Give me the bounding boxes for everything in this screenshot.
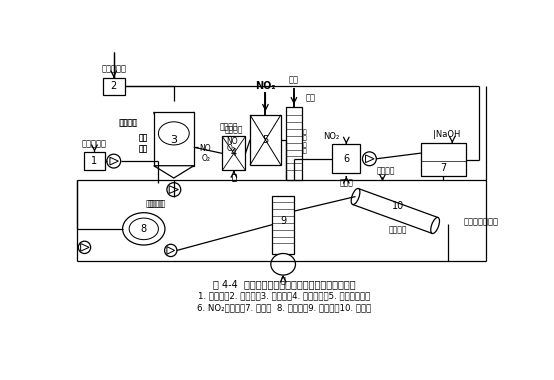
Text: 蒸汽: 蒸汽 (289, 75, 299, 84)
Bar (85, 152, 105, 170)
Bar (154, 112, 194, 166)
Text: 固体硫化钠: 固体硫化钠 (82, 140, 107, 149)
Text: 1: 1 (91, 156, 98, 166)
Text: 冷却
下水: 冷却 下水 (138, 134, 147, 153)
Text: 3: 3 (170, 135, 177, 144)
Polygon shape (154, 166, 194, 178)
Text: 水: 水 (232, 174, 237, 182)
Text: 冷却下水: 冷却下水 (120, 118, 138, 127)
Text: 水: 水 (232, 174, 237, 182)
Text: 冷却
下水: 冷却 下水 (138, 134, 147, 153)
Text: 10: 10 (392, 201, 404, 211)
Bar (103, 78, 125, 95)
Text: NO₂: NO₂ (323, 132, 339, 141)
Text: 蒸汽: 蒸汽 (306, 93, 316, 103)
Text: 1. 熔化器；2. 高位槽；3. 反应器；4. 水分离器；5. 氧化反应器；: 1. 熔化器；2. 高位槽；3. 反应器；4. 水分离器；5. 氧化反应器； (198, 291, 370, 300)
Ellipse shape (129, 218, 158, 240)
Ellipse shape (351, 188, 360, 204)
Text: 冷却下水: 冷却下水 (224, 126, 243, 135)
Text: NO
O₂: NO O₂ (199, 144, 211, 163)
Bar (332, 144, 360, 173)
Bar (222, 136, 245, 170)
Text: 冷却下水: 冷却下水 (377, 166, 396, 176)
Bar (273, 196, 294, 253)
Text: 冷
凝
上
水: 冷 凝 上 水 (303, 129, 307, 154)
Text: 冷凝水: 冷凝水 (340, 178, 353, 187)
Text: 冷却下水: 冷却下水 (119, 118, 137, 127)
Text: 冷却下水: 冷却下水 (219, 122, 238, 131)
Text: 4: 4 (231, 149, 237, 158)
Text: NO₂: NO₂ (255, 81, 276, 91)
Bar (353, 188, 438, 233)
Ellipse shape (431, 217, 439, 234)
Text: NO: NO (225, 137, 237, 146)
Text: 7: 7 (440, 163, 447, 173)
Text: 2: 2 (111, 81, 117, 92)
Ellipse shape (271, 253, 295, 275)
Bar (421, 143, 466, 176)
Text: 水: 水 (281, 276, 286, 285)
Text: O₂: O₂ (227, 144, 236, 152)
Bar (286, 107, 301, 180)
Text: 6: 6 (343, 154, 350, 164)
Text: 8: 8 (141, 224, 147, 234)
Text: 图 4-4  硫酸二甲酯硫化钠法生产二甲基亚砜流程图: 图 4-4 硫酸二甲酯硫化钠法生产二甲基亚砜流程图 (213, 279, 355, 289)
Ellipse shape (122, 213, 165, 245)
Text: 冷却上水: 冷却上水 (145, 199, 164, 208)
Text: |NaOH: |NaOH (433, 130, 461, 139)
Bar (250, 115, 281, 165)
Text: 9: 9 (280, 216, 286, 226)
Text: 冷却上水: 冷却上水 (147, 199, 166, 208)
Text: 6. NO₂吹出釜；7. 中和釜  8. 蒸发器，9. 精馏塔；10. 冷凝器: 6. NO₂吹出釜；7. 中和釜 8. 蒸发器，9. 精馏塔；10. 冷凝器 (197, 303, 371, 312)
Text: 5: 5 (263, 135, 269, 145)
Text: 硫酸二甲酯: 硫酸二甲酯 (101, 64, 126, 73)
Text: 冷却上水: 冷却上水 (389, 225, 407, 234)
Text: 二甲基亚砜产品: 二甲基亚砜产品 (463, 217, 499, 226)
